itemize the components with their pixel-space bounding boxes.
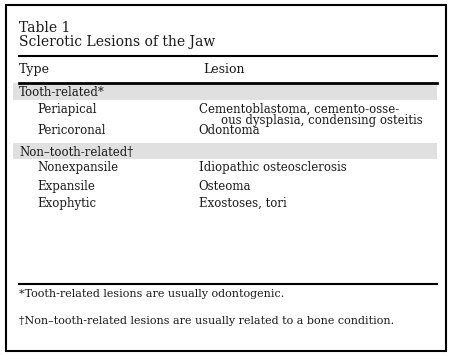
Text: Cementoblastoma, cemento-osse-: Cementoblastoma, cemento-osse- [199,103,399,116]
Text: ous dysplasia, condensing osteitis: ous dysplasia, condensing osteitis [221,114,423,127]
Text: Idiopathic osteosclerosis: Idiopathic osteosclerosis [199,161,346,174]
Text: †Non–tooth-related lesions are usually related to a bone condition.: †Non–tooth-related lesions are usually r… [19,316,394,326]
Text: Tooth-related*: Tooth-related* [19,86,105,99]
Text: Odontoma: Odontoma [199,124,261,137]
Text: Table 1: Table 1 [19,21,71,35]
Text: Pericoronal: Pericoronal [37,124,106,137]
Text: Lesion: Lesion [203,63,245,76]
FancyBboxPatch shape [13,143,437,158]
Text: Periapical: Periapical [37,103,97,116]
FancyBboxPatch shape [13,83,437,100]
Text: Type: Type [19,63,50,76]
Text: Expansile: Expansile [37,180,95,193]
Text: *Tooth-related lesions are usually odontogenic.: *Tooth-related lesions are usually odont… [19,289,284,299]
Text: Exophytic: Exophytic [37,197,96,210]
FancyBboxPatch shape [6,5,446,351]
Text: Non–tooth-related†: Non–tooth-related† [19,146,134,158]
Text: Sclerotic Lesions of the Jaw: Sclerotic Lesions of the Jaw [19,35,216,49]
Text: Exostoses, tori: Exostoses, tori [199,197,287,210]
Text: Osteoma: Osteoma [199,180,251,193]
Text: Nonexpansile: Nonexpansile [37,161,118,174]
